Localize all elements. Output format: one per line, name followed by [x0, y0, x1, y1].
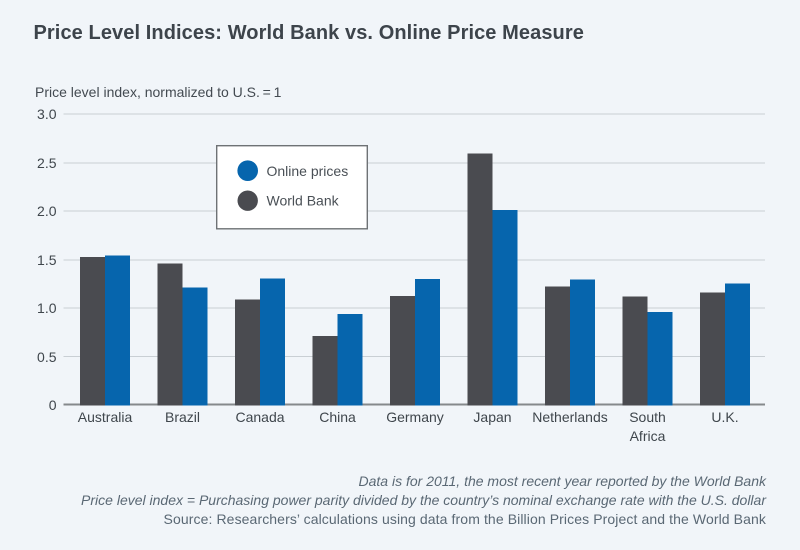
svg-text:World Bank: World Bank	[267, 193, 340, 209]
svg-text:Online prices: Online prices	[267, 163, 349, 179]
